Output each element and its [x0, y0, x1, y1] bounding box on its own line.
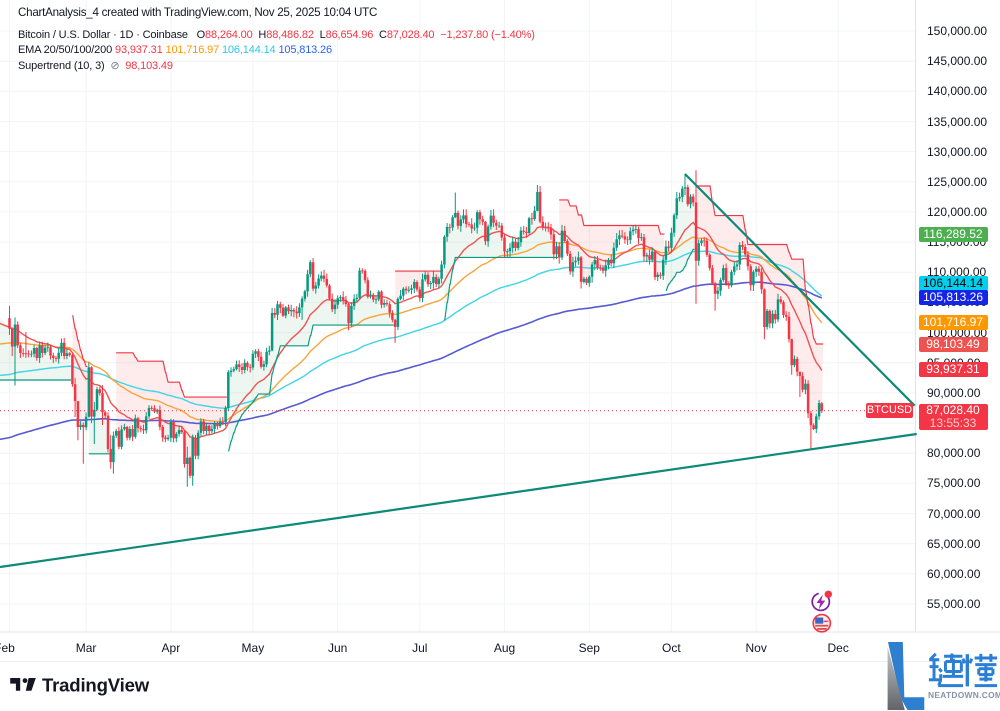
svg-text:TradingView: TradingView — [42, 675, 150, 696]
svg-text:NEATDOWN.COM: NEATDOWN.COM — [928, 690, 1000, 700]
